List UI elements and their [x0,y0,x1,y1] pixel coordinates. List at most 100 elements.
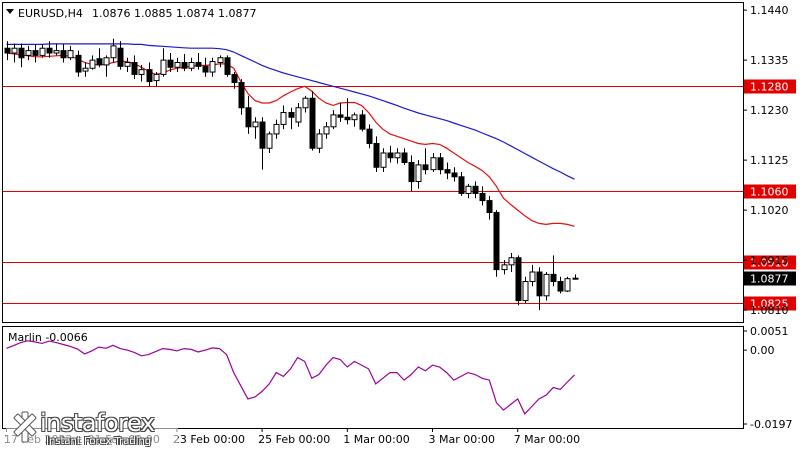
candle [82,62,89,77]
candle [415,160,422,189]
indicator-axis: 0.0051 0.00 -0.0197 [743,325,792,431]
candle [316,129,323,153]
price-tick-label: 1.1020 [750,204,789,217]
candle [572,274,579,280]
dropdown-arrow-icon[interactable] [6,9,14,14]
price-tick-label: 1.0810 [750,304,789,317]
candle [39,44,46,58]
candle-body-bull [415,164,422,183]
candle-body-bear [32,50,39,56]
level-price-label: 1.1060 [750,186,789,199]
candle-body-bull [543,273,550,297]
candle-body-bear [60,50,67,59]
candle [60,44,67,63]
candle-body-bull [564,278,571,292]
price-tick-label: 1.1125 [750,154,789,167]
candle-body-bear [387,152,394,159]
candle-body-bull [501,264,508,271]
candle-body-bull [316,133,323,149]
candle-body-bull [25,50,32,56]
price-tick-label: 1.1230 [750,104,789,117]
candle-body-bull [295,107,302,123]
candle-body-bear [131,62,138,75]
time-tick-label: 1 Mar 00:00 [343,433,409,446]
candle [501,260,508,275]
candle-body-bull [280,112,287,125]
candle-body-bear [493,211,500,271]
level-price-tag [744,79,796,94]
candle [103,55,110,77]
candle [337,102,344,123]
candle-body-bear [46,47,53,54]
candle [295,102,302,127]
candle [138,64,145,82]
candle [224,55,231,77]
candle-body-bull [110,45,117,59]
candle [359,110,366,132]
candle-body-bear [472,185,479,194]
candle-body-bear [238,82,245,109]
candle [479,186,486,206]
candle-body-bull [153,73,160,82]
candle-body-bear [344,116,351,121]
candle-body-bear [536,271,543,297]
candle [181,53,188,72]
instaforex-logo: instaforex Instant Forex Trading [6,406,178,450]
candle-body-bull [572,277,579,280]
candle-body-bear [259,121,266,149]
candle [4,41,11,61]
candle-body-bear [437,157,444,171]
candle [32,44,39,63]
horizontal-levels[interactable]: 1.1280 1.1060 1.0910 1.0825 [3,79,796,311]
candle-body-bull [273,123,280,135]
candle-body-bear [18,47,25,59]
candle [259,117,266,170]
indicator-tick-label: -0.0197 [750,418,792,431]
level-price-label: 1.0910 [750,257,789,270]
candle-body-bear [359,114,366,130]
candle [508,252,515,273]
candle [25,45,32,61]
indicator-tick-label: 0.0051 [750,325,789,338]
candle-body-bear [408,162,415,183]
candle [174,57,181,73]
candle-body-bull [302,97,309,109]
candle-body-bear [75,54,82,73]
candle [557,276,564,294]
level-price-tag [744,184,796,199]
candle [75,50,82,77]
candle [209,57,216,77]
indicator-tick-label: 0.00 [750,344,775,357]
candle-body-bear [202,65,209,73]
candle [153,72,160,87]
candle [408,155,415,192]
time-tick-label: 25 Feb 00:00 [258,433,330,446]
candle [430,152,437,173]
marlin-line [6,340,575,415]
candle-body-bear [231,73,238,84]
level-price-label: 1.1280 [750,81,789,94]
candle-body-bull [266,133,273,149]
time-tick-label: 3 Mar 00:00 [429,433,495,446]
candle-body-bull [39,47,46,56]
price-tick-label: 1.0915 [750,254,789,267]
candle-body-bear [444,169,451,174]
candle [96,48,103,68]
candle [252,117,259,139]
candle-body-bull [323,126,330,135]
candle [486,195,493,220]
level-price-tag [744,255,796,270]
candle-body-bear [422,164,429,171]
price-tick-label: 1.1335 [750,54,789,67]
candle [18,43,25,68]
candle [231,72,238,89]
candle [131,55,138,80]
candle [46,41,53,58]
candle-body-bear [486,200,493,213]
logo-tagline: Instant Forex Trading [46,436,152,447]
candle-body-bull [160,59,167,75]
level-price-label: 1.0825 [750,298,789,311]
candle-body-bull [82,67,89,72]
candle [344,98,351,125]
